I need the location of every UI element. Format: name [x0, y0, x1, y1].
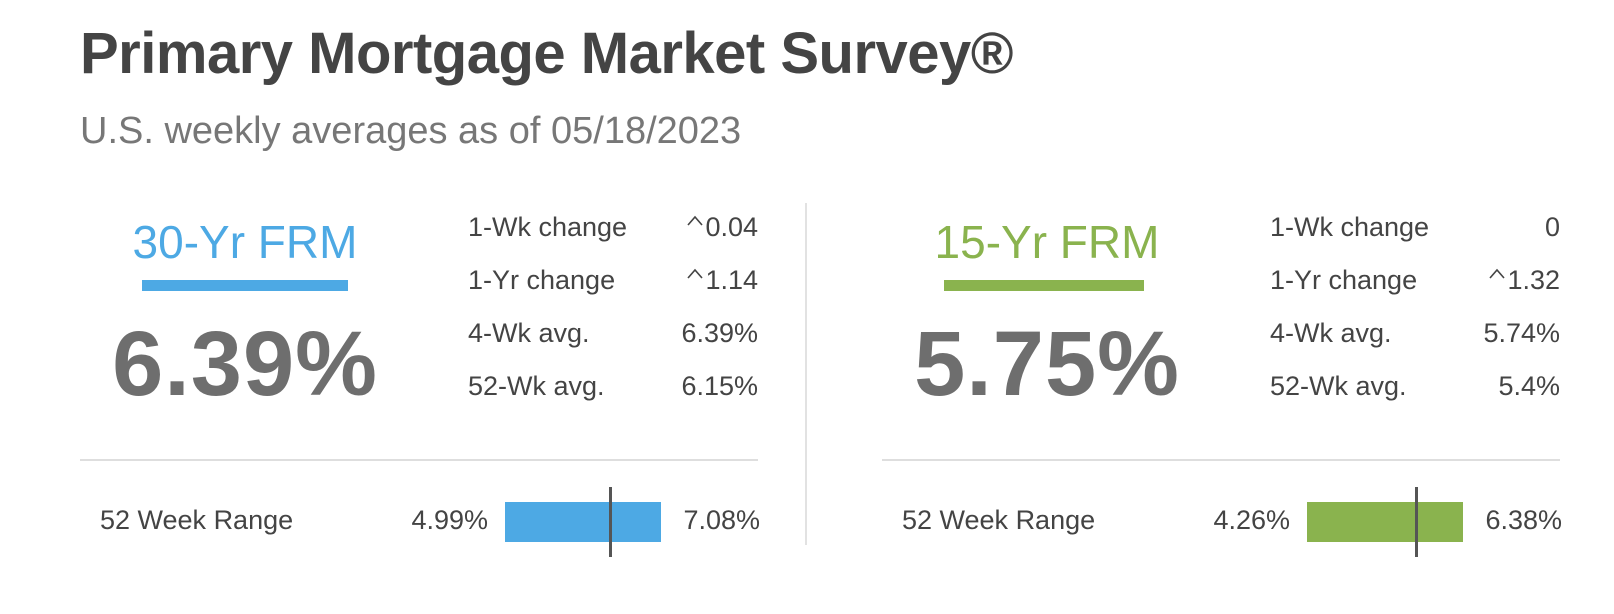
- range-bar: [1307, 502, 1463, 542]
- product-underline: [944, 280, 1144, 291]
- range-min: 4.26%: [1213, 505, 1290, 535]
- stat-label: 1-Wk change: [1270, 212, 1430, 242]
- stat-value: 1.32: [1489, 265, 1560, 296]
- stat-row-52wk-avg: 52-Wk avg. 5.4%: [1270, 371, 1560, 424]
- caret-up-icon: [1489, 266, 1506, 282]
- product-name: 30-Yr FRM: [132, 216, 358, 268]
- stat-value: 5.74%: [1483, 318, 1560, 348]
- stat-row-1wk-change: 1-Wk change 0: [1270, 212, 1560, 265]
- stats-table: 1-Wk change 0 1-Yr change 1.32 4-Wk avg.…: [1270, 212, 1560, 424]
- stat-value: 0: [1544, 212, 1560, 242]
- panel-divider: [805, 203, 807, 545]
- range-bar: [505, 502, 661, 542]
- stat-row-4wk-avg: 4-Wk avg. 6.39%: [468, 318, 758, 371]
- range-max: 6.38%: [1485, 505, 1562, 535]
- stat-label: 1-Yr change: [468, 265, 616, 295]
- product-underline: [142, 280, 348, 291]
- product-name: 15-Yr FRM: [934, 216, 1160, 268]
- section-divider: [80, 459, 758, 461]
- stat-label: 4-Wk avg.: [1270, 318, 1392, 348]
- stat-row-1yr-change: 1-Yr change 1.14: [468, 265, 758, 318]
- caret-up-icon: [687, 213, 704, 229]
- product-panel-15yr: 15-Yr FRM 5.75% 1-Wk change 0 1-Yr chang…: [882, 200, 1562, 580]
- range-current-marker: [1415, 487, 1419, 557]
- stat-row-4wk-avg: 4-Wk avg. 5.74%: [1270, 318, 1560, 371]
- current-rate: 6.39%: [112, 313, 378, 415]
- stat-label: 4-Wk avg.: [468, 318, 590, 348]
- page-subtitle: U.S. weekly averages as of 05/18/2023: [80, 110, 742, 152]
- range-label: 52 Week Range: [100, 505, 294, 535]
- stat-row-1yr-change: 1-Yr change 1.32: [1270, 265, 1560, 318]
- stat-value: 6.39%: [681, 318, 758, 348]
- section-divider: [882, 459, 1560, 461]
- stat-row-52wk-avg: 52-Wk avg. 6.15%: [468, 371, 758, 424]
- page-title: Primary Mortgage Market Survey®: [80, 21, 1014, 86]
- range-label: 52 Week Range: [902, 505, 1096, 535]
- product-panel-30yr: 30-Yr FRM 6.39% 1-Wk change 0.04 1-Yr ch…: [80, 200, 760, 580]
- stats-table: 1-Wk change 0.04 1-Yr change 1.14 4-Wk a…: [468, 212, 758, 424]
- stat-label: 1-Wk change: [468, 212, 628, 242]
- stat-label: 52-Wk avg.: [1270, 371, 1407, 401]
- stat-row-1wk-change: 1-Wk change 0.04: [468, 212, 758, 265]
- stat-label: 52-Wk avg.: [468, 371, 605, 401]
- stat-label: 1-Yr change: [1270, 265, 1418, 295]
- range-current-marker: [608, 487, 612, 557]
- current-rate: 5.75%: [914, 313, 1180, 415]
- caret-up-icon: [687, 266, 704, 282]
- stat-value: 0.04: [687, 212, 758, 243]
- stat-value: 6.15%: [681, 371, 758, 401]
- stat-value: 1.14: [687, 265, 758, 296]
- stat-value: 5.4%: [1498, 371, 1560, 401]
- range-min: 4.99%: [411, 505, 488, 535]
- range-max: 7.08%: [683, 505, 760, 535]
